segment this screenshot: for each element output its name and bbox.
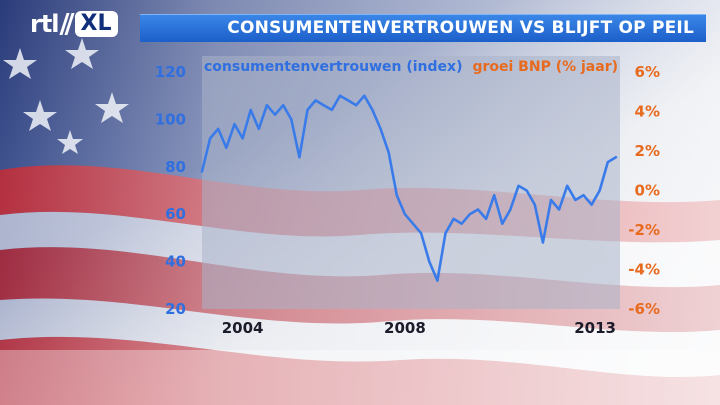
x-axis-tick-label: 2008 (384, 319, 426, 337)
right-axis-tick-label: 2% (635, 142, 660, 160)
page-title: CONSUMENTENVERTROUWEN VS BLIJFT OP PEIL (227, 18, 694, 38)
title-bar: CONSUMENTENVERTROUWEN VS BLIJFT OP PEIL (140, 14, 706, 42)
right-axis-tick-label: -6% (628, 300, 660, 318)
left-axis-tick-label: 20 (165, 300, 186, 318)
right-axis-tick-label: -2% (628, 221, 660, 239)
left-axis-tick-label: 80 (165, 158, 186, 176)
left-axis-tick-label: 120 (155, 63, 186, 81)
right-axis-tick-label: 6% (635, 63, 660, 81)
plot-area (202, 56, 620, 309)
right-axis-tick-label: -4% (628, 261, 660, 279)
left-axis-tick-label: 60 (165, 205, 186, 223)
series-label-consumer: consumentenvertrouwen (index) (204, 59, 462, 75)
logo-rtl-text: rtl (30, 10, 60, 38)
logo-xl-text: XL (74, 11, 118, 37)
right-axis-tick-label: 0% (635, 182, 660, 200)
left-axis-tick-label: 100 (155, 110, 186, 128)
rtl-xl-logo: rtl XL (30, 8, 118, 40)
x-axis-tick-label: 2013 (574, 319, 616, 337)
series-line-consumer-confidence (200, 94, 618, 282)
series-label-bnp: groei BNP (% jaar) (472, 59, 618, 75)
left-axis-tick-label: 40 (165, 253, 186, 271)
x-axis-tick-label: 2004 (222, 319, 264, 337)
right-axis-tick-label: 4% (635, 103, 660, 121)
